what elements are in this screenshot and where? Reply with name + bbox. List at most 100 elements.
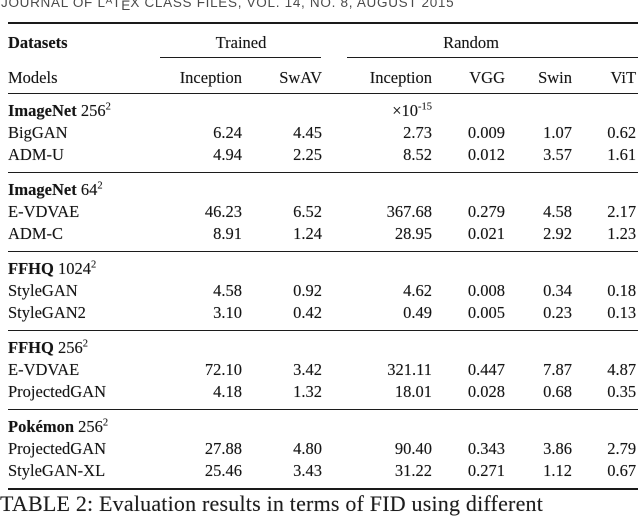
journal-header: JOURNAL OF LATEX CLASS FILES, VOL. 14, N… xyxy=(1,0,454,13)
dataset-name: FFHQ xyxy=(8,338,54,357)
data-cell: 8.52 xyxy=(403,145,433,164)
section-ffhq-1024: FFHQ 10242 StyleGAN 4.58 0.92 4.62 0.008… xyxy=(8,252,639,331)
table-row: ProjectedGAN 27.88 4.80 90.40 0.343 3.86… xyxy=(8,438,638,460)
data-cell: 0.271 xyxy=(467,461,506,480)
latex-logo-dropped-e: E xyxy=(121,0,131,13)
section-header-row: FFHQ 10242 xyxy=(8,252,638,281)
table-row: ProjectedGAN 4.18 1.32 18.01 0.028 0.68 … xyxy=(8,381,638,410)
scale-note-exponent: -15 xyxy=(418,101,433,113)
model-name: ADM-C xyxy=(8,224,64,243)
section-ffhq-256: FFHQ 2562 E-VDVAE 72.10 3.42 321.11 0.44… xyxy=(8,331,639,410)
data-cell: 1.23 xyxy=(607,224,637,243)
data-cell: 3.86 xyxy=(543,439,573,458)
table-caption: TABLE 2: Evaluation results in terms of … xyxy=(0,491,544,516)
dataset-title: ImageNet 2562 xyxy=(8,94,324,123)
dataset-name: FFHQ xyxy=(8,259,54,278)
dataset-name: ImageNet xyxy=(8,180,77,199)
data-cell: 1.32 xyxy=(293,382,323,401)
resolution-exponent: 2 xyxy=(97,180,103,192)
section-header-row: ImageNet 642 xyxy=(8,173,638,202)
model-name: E-VDVAE xyxy=(8,360,80,379)
data-cell: 2.25 xyxy=(293,145,323,164)
data-cell: 31.22 xyxy=(394,461,433,480)
model-name: ProjectedGAN xyxy=(8,439,107,458)
model-name: StyleGAN-XL xyxy=(8,461,106,480)
data-cell: 7.87 xyxy=(543,360,573,379)
data-cell: 0.35 xyxy=(607,382,637,401)
data-cell: 3.10 xyxy=(213,303,242,322)
data-cell: 0.62 xyxy=(607,123,637,142)
scale-note: ×10-15 xyxy=(324,94,434,123)
data-cell: 0.42 xyxy=(293,303,323,322)
data-cell: 0.009 xyxy=(467,123,506,142)
data-cell: 18.01 xyxy=(394,382,433,401)
table-row: ADM-C 8.91 1.24 28.95 0.021 2.92 1.23 xyxy=(8,223,638,252)
data-cell: 0.028 xyxy=(467,382,506,401)
column-header-inception-random: Inception xyxy=(324,58,435,94)
group-header-row: Datasets Trained Random xyxy=(8,23,639,58)
data-cell: 0.49 xyxy=(403,303,433,322)
journal-header-text: X CLASS FILES, VOL. 14, NO. 8, AUGUST 20… xyxy=(130,0,455,10)
data-cell: 4.87 xyxy=(607,360,637,379)
data-cell: 27.88 xyxy=(204,439,242,458)
section-header-row: FFHQ 2562 xyxy=(8,331,638,360)
data-cell: 3.57 xyxy=(543,145,573,164)
dataset-title: FFHQ 10242 xyxy=(8,252,638,281)
data-cell: 0.13 xyxy=(607,303,637,322)
data-cell: 0.012 xyxy=(467,145,506,164)
data-cell: 2.17 xyxy=(607,202,637,221)
data-cell: 4.45 xyxy=(293,123,323,142)
model-name: ProjectedGAN xyxy=(8,382,107,401)
section-pokemon-256: Pokémon 2562 ProjectedGAN 27.88 4.80 90.… xyxy=(8,410,638,490)
column-header-swav: SwAV xyxy=(244,58,325,94)
table-row: StyleGAN 4.58 0.92 4.62 0.008 0.34 0.18 xyxy=(8,280,638,302)
model-name: ADM-U xyxy=(8,145,64,164)
dataset-title: Pokémon 2562 xyxy=(8,410,638,439)
data-cell: 0.005 xyxy=(467,303,506,322)
table-row: ADM-U 4.94 2.25 8.52 0.012 3.57 1.61 xyxy=(8,144,638,173)
data-cell: 8.91 xyxy=(213,224,242,243)
dataset-title: ImageNet 642 xyxy=(8,173,638,202)
data-cell: 367.68 xyxy=(386,202,433,221)
table-row: BigGAN 6.24 4.45 2.73 0.009 1.07 0.62 xyxy=(8,122,638,144)
column-header-row: Models Inception SwAV Inception VGG Swin… xyxy=(8,58,639,94)
data-cell: 4.62 xyxy=(403,281,433,300)
resolution-exponent: 2 xyxy=(102,417,109,429)
resolution-exponent: 2 xyxy=(105,101,111,113)
data-cell: 0.23 xyxy=(543,303,573,322)
journal-header-text: JOURNAL OF L xyxy=(1,0,106,10)
table-row: StyleGAN2 3.10 0.42 0.49 0.005 0.23 0.13 xyxy=(8,302,638,331)
resolution-exponent: 2 xyxy=(90,259,97,271)
dataset-name: ImageNet xyxy=(8,101,77,120)
data-cell: 4.58 xyxy=(213,281,242,300)
group-header-trained: Trained xyxy=(158,23,324,58)
datasets-header: Datasets xyxy=(8,33,68,52)
section-imagenet-256: ImageNet 2562 ×10-15 BigGAN 6.24 4.45 2.… xyxy=(8,94,639,173)
empty-cell xyxy=(434,94,638,123)
data-cell: 25.46 xyxy=(204,461,242,480)
data-cell: 0.68 xyxy=(543,382,573,401)
data-cell: 4.58 xyxy=(543,202,573,221)
section-imagenet-64: ImageNet 642 E-VDVAE 46.23 6.52 367.68 0… xyxy=(8,173,639,252)
models-header: Models xyxy=(8,58,158,94)
data-cell: 2.92 xyxy=(543,224,573,243)
data-cell: 2.79 xyxy=(607,439,637,458)
data-cell: 4.80 xyxy=(293,439,323,458)
data-cell: 90.40 xyxy=(394,439,433,458)
data-cell: 2.73 xyxy=(403,123,433,142)
table-row: E-VDVAE 72.10 3.42 321.11 0.447 7.87 4.8… xyxy=(8,359,638,381)
data-cell: 3.42 xyxy=(293,360,323,379)
section-header-row: ImageNet 2562 ×10-15 xyxy=(8,94,638,123)
dataset-title: FFHQ 2562 xyxy=(8,331,638,360)
data-cell: 6.52 xyxy=(293,202,323,221)
resolution-exponent: 2 xyxy=(82,338,88,350)
group-header-random: Random xyxy=(324,23,639,58)
data-cell: 46.23 xyxy=(204,202,242,221)
data-cell: 4.18 xyxy=(213,382,242,401)
dataset-resolution: 256 xyxy=(80,101,106,120)
data-cell: 0.34 xyxy=(543,281,573,300)
table-row: StyleGAN-XL 25.46 3.43 31.22 0.271 1.12 … xyxy=(8,460,638,489)
data-cell: 6.24 xyxy=(213,123,242,142)
data-cell: 3.43 xyxy=(293,461,323,480)
column-header-inception-trained: Inception xyxy=(158,58,244,94)
